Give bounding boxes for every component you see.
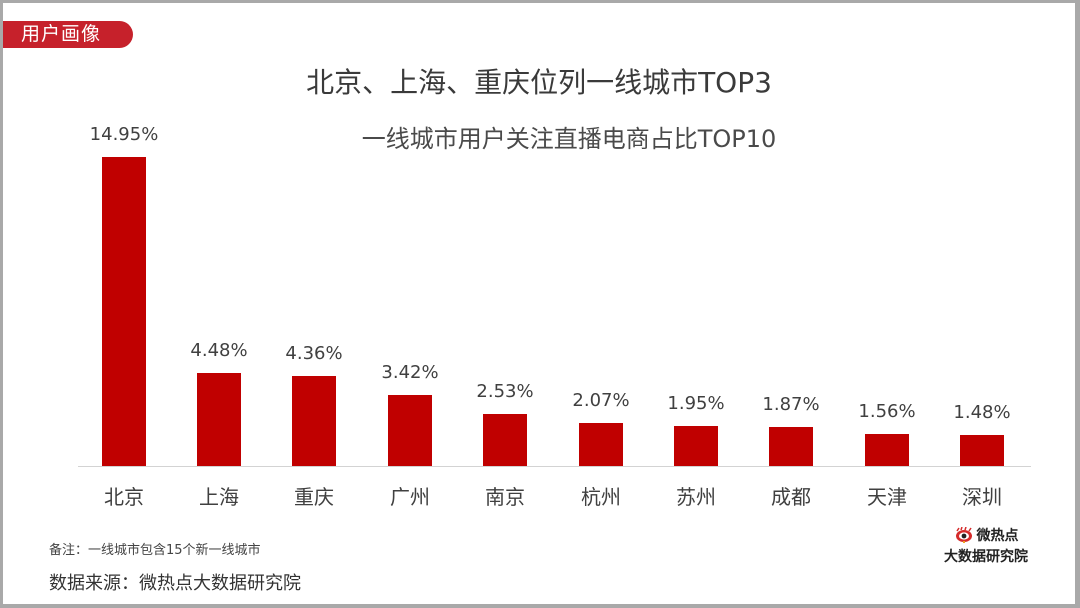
bar: [674, 426, 718, 466]
bar-value-label: 2.07%: [572, 390, 630, 411]
bar-group: 3.42% 广州: [365, 3, 455, 523]
category-label: 北京: [104, 485, 144, 509]
bar-value-label: 14.95%: [89, 124, 159, 145]
bar: [388, 395, 432, 466]
slide: 用户画像 北京、上海、重庆位列一线城市TOP3 一线城市用户关注直播电商占比TO…: [3, 3, 1075, 604]
chart-subtitle: 一线城市用户关注直播电商占比TOP10: [361, 125, 777, 153]
bar: [197, 373, 241, 466]
bar-value-label: 1.48%: [953, 402, 1011, 423]
bar-group: 4.48% 上海: [174, 3, 264, 523]
footnote: 备注：一线城市包含15个新一线城市: [49, 543, 261, 558]
bar-group: 2.53% 南京: [460, 3, 550, 523]
category-label: 深圳: [962, 485, 1002, 509]
bar-group: 2.07% 杭州: [556, 3, 646, 523]
bar: [292, 376, 336, 466]
bar-group: 4.36% 重庆: [269, 3, 359, 523]
category-label: 成都: [771, 485, 811, 509]
category-label: 天津: [867, 485, 907, 509]
bar-value-label: 1.56%: [858, 401, 916, 422]
bar-value-label: 1.95%: [667, 393, 725, 414]
bar-value-label: 2.53%: [476, 381, 534, 402]
category-label: 杭州: [581, 485, 621, 509]
logo-text-secondary: 大数据研究院: [944, 549, 1028, 565]
bar-group: 1.87% 成都: [746, 3, 836, 523]
bar-chart: 14.95% 北京 4.48% 上海 4.36% 重庆 3.42% 广州 2.53% 南京 2.07…: [3, 3, 1075, 604]
weibo-eye-icon: [955, 527, 972, 543]
bar: [960, 435, 1004, 466]
bar: [483, 414, 527, 466]
bar-group: 1.95% 苏州: [651, 3, 741, 523]
logo-text-primary: 微热点: [976, 528, 1019, 544]
bar: [865, 434, 909, 466]
bar: [769, 427, 813, 466]
chart-title: 北京、上海、重庆位列一线城市TOP3: [306, 66, 772, 99]
bar-value-label: 4.48%: [190, 340, 248, 361]
logo: 微热点 大数据研究院: [931, 525, 1041, 566]
bar-group: 1.56% 天津: [842, 3, 932, 523]
category-label: 重庆: [294, 485, 334, 509]
category-label: 上海: [199, 485, 239, 509]
bar-value-label: 4.36%: [285, 343, 343, 364]
bar-value-label: 1.87%: [762, 394, 820, 415]
bar-value-label: 3.42%: [381, 362, 439, 383]
category-label: 南京: [485, 485, 525, 509]
category-label: 广州: [390, 485, 430, 509]
bar-group: 14.95% 北京: [79, 3, 169, 523]
bar: [102, 157, 146, 466]
bar-group: 1.48% 深圳: [937, 3, 1027, 523]
x-axis-line: [78, 466, 1031, 467]
data-source: 数据来源：微热点大数据研究院: [49, 573, 301, 594]
section-tag: 用户画像: [3, 21, 133, 48]
bar: [579, 423, 623, 466]
category-label: 苏州: [676, 485, 716, 509]
